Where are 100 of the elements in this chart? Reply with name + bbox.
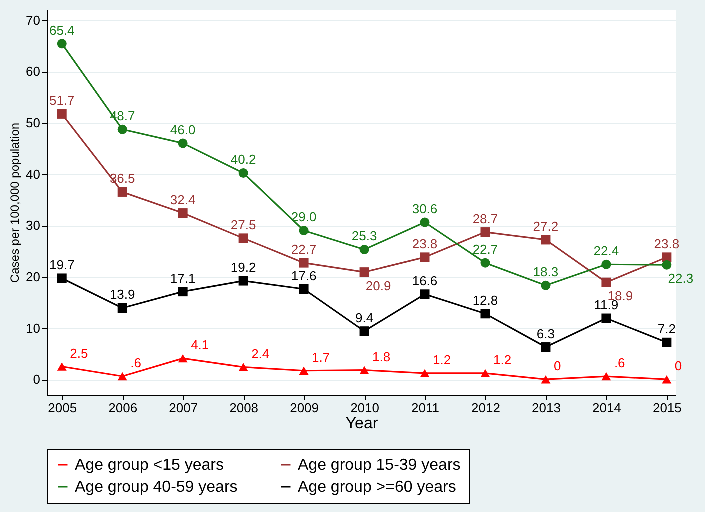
point <box>238 168 248 178</box>
x-tick-label: 2014 <box>592 400 622 416</box>
y-tick-label: 0 <box>33 372 40 388</box>
data-label: 22.7 <box>291 242 317 258</box>
legend-label: Age group <15 years <box>75 457 224 474</box>
y-tick-label: 60 <box>26 64 40 80</box>
point <box>602 372 612 381</box>
data-label: 0 <box>554 358 562 374</box>
data-label: 13.9 <box>110 287 136 302</box>
point <box>662 338 672 348</box>
legend-label: Age group 40-59 years <box>75 479 238 496</box>
x-tick-label: 2011 <box>412 400 440 416</box>
point <box>662 252 672 262</box>
data-label: 4.1 <box>191 338 210 353</box>
point <box>360 366 370 374</box>
data-label: 32.4 <box>170 192 196 208</box>
data-label: 40.2 <box>230 152 256 168</box>
point <box>299 226 309 236</box>
point <box>480 258 490 268</box>
data-label: 17.6 <box>291 268 317 284</box>
point <box>541 342 551 352</box>
point <box>662 260 672 270</box>
point <box>178 287 188 297</box>
point <box>602 314 612 324</box>
data-label: .6 <box>130 356 142 371</box>
data-label: 18.3 <box>533 264 559 280</box>
data-label: 46.0 <box>170 122 196 138</box>
data-label: 1.8 <box>372 349 391 364</box>
point <box>178 138 188 148</box>
data-label: 2.4 <box>252 346 270 362</box>
point <box>420 218 430 228</box>
x-tick-label: 2009 <box>290 400 320 416</box>
data-label: 19.2 <box>230 260 256 276</box>
x-tick-label: 2005 <box>48 400 78 416</box>
data-label: 0 <box>674 358 682 374</box>
data-label: 23.8 <box>654 236 680 252</box>
point <box>480 369 490 378</box>
data-label: 19.7 <box>49 257 75 272</box>
point <box>238 234 248 244</box>
y-tick-label: 40 <box>26 166 40 182</box>
x-tick-label: 2013 <box>532 400 561 416</box>
point <box>238 276 248 286</box>
point <box>480 228 490 238</box>
data-label: 16.6 <box>412 273 438 288</box>
x-axis-title: Year <box>346 416 379 432</box>
y-axis-title: Cases per 100,000 population <box>8 122 22 284</box>
point <box>420 252 430 262</box>
point <box>360 244 370 254</box>
data-label: 1.2 <box>493 352 512 368</box>
y-tick-label: 50 <box>26 115 40 130</box>
legend-label: Age group 15-39 years <box>298 457 461 474</box>
data-label: 51.7 <box>49 93 75 108</box>
y-tick-label: 70 <box>26 12 40 28</box>
data-label: 25.3 <box>352 228 378 244</box>
point <box>541 235 551 245</box>
point <box>57 109 67 119</box>
y-tick-label: 30 <box>26 218 40 234</box>
data-label: 27.2 <box>533 218 559 234</box>
x-tick-label: 2012 <box>472 400 500 416</box>
point <box>360 326 370 336</box>
data-label: 1.2 <box>433 352 452 368</box>
point <box>541 280 551 290</box>
point <box>118 124 128 134</box>
data-label: 22.4 <box>594 244 620 259</box>
point <box>299 366 309 375</box>
data-label: 27.5 <box>230 217 256 232</box>
x-tick-label: 2015 <box>652 400 682 416</box>
data-label: 30.6 <box>412 202 438 217</box>
data-label: 22.3 <box>668 271 694 286</box>
point <box>360 268 370 278</box>
point <box>57 274 67 284</box>
point <box>238 363 248 372</box>
data-label: 65.4 <box>49 22 75 38</box>
point <box>541 375 551 384</box>
point <box>299 284 309 294</box>
point <box>420 290 430 300</box>
data-label: 22.7 <box>472 242 498 258</box>
data-label: 17.1 <box>170 270 196 286</box>
legend-label: Age group >=60 years <box>298 479 456 496</box>
point <box>57 39 67 49</box>
data-label: 23.8 <box>412 236 438 252</box>
point <box>480 309 490 319</box>
y-tick-label: 20 <box>26 269 40 284</box>
x-tick-label: 2008 <box>230 400 259 416</box>
x-tick-label: 2007 <box>169 400 198 416</box>
data-label: 20.9 <box>366 278 392 294</box>
point <box>299 258 309 268</box>
y-tick-label: 10 <box>26 320 40 336</box>
data-label: 28.7 <box>472 211 498 226</box>
data-label: .6 <box>614 356 626 371</box>
x-tick-label: 2010 <box>350 400 380 416</box>
x-tick-label: 2006 <box>108 400 138 416</box>
point <box>178 208 188 218</box>
data-label: 6.3 <box>536 326 556 342</box>
point <box>57 362 67 371</box>
data-label: 9.4 <box>355 310 374 326</box>
data-label: 29.0 <box>291 210 317 225</box>
data-label: 1.7 <box>312 350 330 365</box>
data-label: 7.2 <box>658 322 676 337</box>
point <box>662 375 672 384</box>
